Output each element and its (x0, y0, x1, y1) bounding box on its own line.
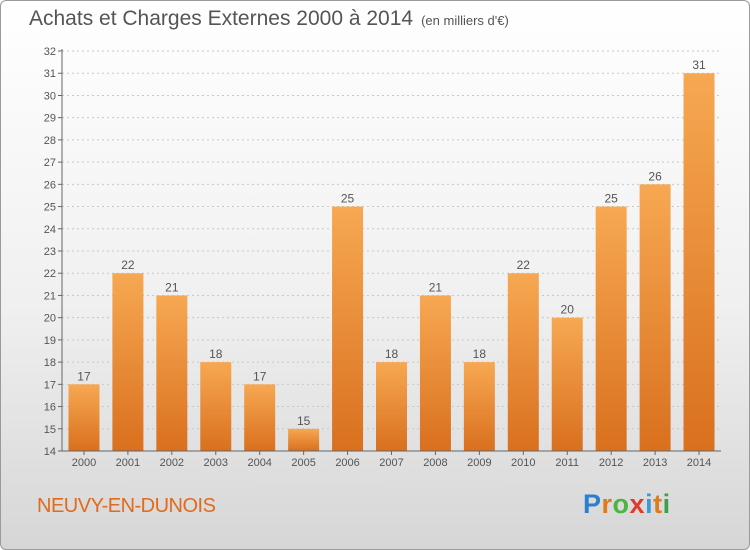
x-tick-label: 2000 (72, 457, 96, 469)
y-tick-label: 20 (44, 313, 56, 325)
x-tick-label: 2009 (467, 457, 491, 469)
x-tick-label: 2001 (116, 457, 140, 469)
y-tick-label: 25 (44, 202, 56, 214)
x-tick-label: 2006 (335, 457, 359, 469)
bar (419, 295, 451, 451)
bar (463, 362, 495, 451)
bar-value-label: 21 (165, 280, 179, 294)
bar-value-label: 18 (209, 347, 223, 361)
bar (68, 384, 100, 451)
y-tick-label: 26 (44, 179, 56, 191)
bar-value-label: 17 (253, 369, 267, 383)
bar (112, 273, 144, 451)
y-tick-label: 29 (44, 113, 56, 125)
y-tick-label: 18 (44, 357, 56, 369)
bar-value-label: 18 (473, 347, 487, 361)
x-tick-label: 2002 (160, 457, 184, 469)
x-tick-label: 2007 (379, 457, 403, 469)
bar (507, 273, 539, 451)
commune-name: NEUVY-EN-DUNOIS (37, 495, 216, 517)
y-tick-label: 21 (44, 290, 56, 302)
logo-letter: r (601, 489, 613, 519)
y-tick-label: 17 (44, 379, 56, 391)
x-tick-label: 2004 (247, 457, 271, 469)
x-tick-label: 2013 (643, 457, 667, 469)
bar (595, 206, 627, 451)
chart-title: Achats et Charges Externes 2000 à 2014 (e… (29, 7, 509, 31)
logo-letter: t (653, 489, 663, 519)
y-tick-label: 24 (44, 224, 56, 236)
bar-value-label: 18 (385, 347, 399, 361)
y-tick-label: 14 (44, 446, 56, 458)
x-tick-label: 2011 (555, 457, 579, 469)
axes: 14 15 16 17 18 19 20 21 22 23 24 25 26 27 28 29 30 31 32 20… (44, 46, 721, 469)
y-tick-label: 31 (44, 68, 56, 80)
logo-letter: x (629, 489, 646, 519)
logo-letter: o (612, 489, 630, 519)
bars: 17 22 21 18 17 15 25 18 21 18 22 20 25 26 31 (68, 58, 715, 452)
bar-value-label: 21 (429, 280, 443, 294)
bar-value-label: 22 (121, 258, 135, 272)
bar (244, 384, 276, 451)
bar-value-label: 26 (648, 169, 662, 183)
bar-value-label: 15 (297, 414, 311, 428)
logo-letter: i (662, 489, 671, 519)
x-tick-label: 2012 (599, 457, 623, 469)
y-tick-label: 23 (44, 246, 56, 258)
chart-subtitle: (en milliers d'€) (421, 13, 509, 28)
x-tick-label: 2014 (687, 457, 711, 469)
y-tick-label: 28 (44, 135, 56, 147)
y-tick-label: 19 (44, 335, 56, 347)
y-tick-label: 22 (44, 268, 56, 280)
bar-value-label: 17 (77, 369, 91, 383)
proxiti-logo: Proxiti (583, 489, 671, 520)
bar-value-label: 20 (561, 303, 575, 317)
bar (551, 317, 583, 451)
x-tick-label: 2008 (423, 457, 447, 469)
bar (683, 73, 715, 451)
y-tick-label: 15 (44, 424, 56, 436)
bar (332, 206, 364, 451)
bar-value-label: 22 (517, 258, 531, 272)
title-text: Achats et Charges Externes 2000 à 2014 (29, 7, 414, 30)
bar (376, 362, 407, 451)
bar (200, 362, 232, 451)
x-tick-label: 2010 (511, 457, 535, 469)
bar (639, 184, 671, 452)
bar-value-label: 25 (604, 192, 618, 206)
bar (288, 428, 320, 451)
y-tick-label: 32 (44, 46, 56, 58)
bar-value-label: 25 (341, 192, 355, 206)
x-tick-label: 2003 (204, 457, 228, 469)
bar (156, 295, 188, 451)
logo-letter: P (583, 489, 602, 519)
y-tick-label: 27 (44, 157, 56, 169)
y-tick-label: 16 (44, 402, 56, 414)
x-tick-label: 2005 (291, 457, 315, 469)
y-tick-label: 30 (44, 90, 56, 102)
bar-value-label: 31 (692, 58, 706, 72)
logo-letter: i (645, 489, 654, 519)
